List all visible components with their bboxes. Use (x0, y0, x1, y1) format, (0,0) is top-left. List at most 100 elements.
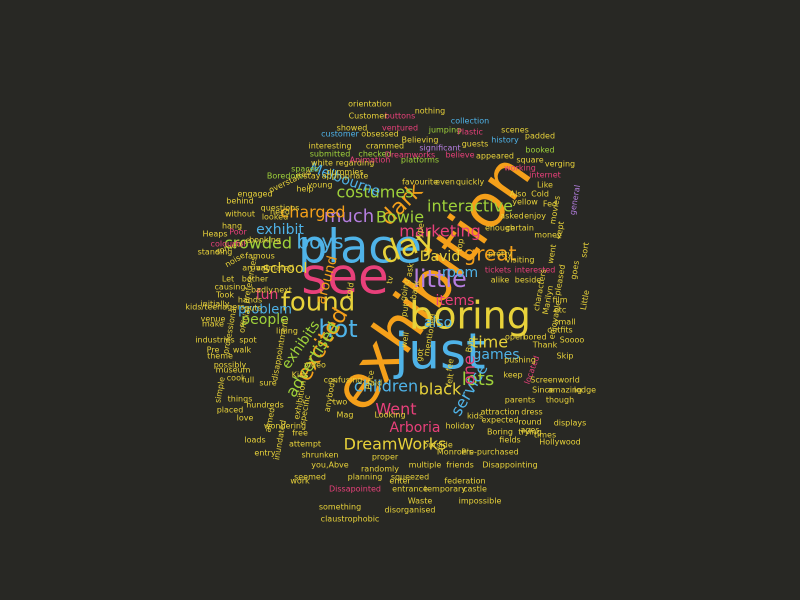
word-badly: badly (251, 286, 273, 295)
word-attempt: attempt (289, 440, 321, 449)
word-felt: felt (444, 373, 455, 387)
word-attraction: attraction (480, 408, 519, 417)
word-hundreds: hundreds (246, 401, 284, 410)
word-monroe-s: Monroe's (437, 448, 473, 457)
word-impossible: impossible (459, 497, 502, 506)
word-alike: alike (491, 276, 510, 285)
word-problem: problem (238, 303, 292, 318)
word-next: next (274, 286, 292, 295)
word-though: though (546, 396, 574, 405)
word-entry: entry (254, 449, 275, 458)
word-believing: Believing (402, 136, 439, 145)
word-walk: walk (233, 346, 252, 355)
word-appeared: appeared (476, 152, 514, 161)
word-just: just (393, 323, 485, 381)
word-mag: Mag (337, 411, 354, 420)
word-let: Let (222, 275, 234, 284)
word-enjoy: enjoy (524, 212, 546, 221)
word-booked: booked (525, 146, 554, 155)
word-lots: lots (462, 369, 494, 390)
word-pushing: pushing (504, 356, 536, 365)
word-aimed: aimed (263, 407, 276, 433)
word-fields: fields (499, 436, 520, 445)
word-planning: planning (348, 473, 383, 482)
word-see: see (301, 248, 389, 306)
word-since: Since (532, 386, 554, 395)
word-randomly: randomly (361, 465, 399, 474)
word-also: also (424, 315, 452, 331)
word-thank: Thank (532, 341, 558, 350)
word-theme: theme (207, 352, 233, 361)
word-entrance: entrance (392, 485, 428, 494)
word-two: two (333, 398, 348, 407)
word-film: film (552, 296, 567, 305)
word-bother: bother (242, 275, 269, 284)
word-pre: Pre (207, 346, 220, 355)
word-nothing: nothing (415, 107, 446, 116)
word-venue: venue (201, 315, 226, 324)
word-showed: showed (337, 124, 368, 133)
word-museum: museum (216, 366, 251, 375)
word-fee: fee (444, 358, 455, 372)
word-outfits: outfits (547, 326, 572, 335)
word-little: little (413, 265, 467, 293)
word-crammed: crammed (366, 142, 404, 151)
word-exhibit: exhibit (256, 222, 304, 238)
word-found: found (281, 288, 356, 318)
word-going: going (399, 278, 412, 302)
word-square: square (516, 156, 543, 165)
word-disappointing: Disappointing (482, 461, 537, 470)
word-work: work (290, 477, 310, 486)
word-love: love (237, 414, 254, 423)
word-internet: internet (529, 171, 561, 180)
word-dreamworks: DreamWorks (344, 435, 447, 454)
word-layer: exhibitionplaceseejustdayboringfoundhote… (185, 100, 596, 524)
word-confusing: confusing (324, 376, 363, 385)
word-famous: famous (245, 252, 275, 261)
word-cool: cool (227, 374, 243, 383)
word-colourful: colourful (211, 240, 246, 249)
word-went: Went (375, 400, 416, 419)
word-standing: standing (198, 248, 233, 257)
word-industries: industries (195, 336, 234, 345)
word-castle: castle (463, 485, 487, 494)
word-plastic: Plastic (457, 128, 483, 137)
word-well: well (399, 331, 411, 348)
word-one: one (460, 355, 479, 385)
word-loads: loads (244, 436, 265, 445)
word-something: something (319, 503, 361, 512)
word-federation: federation (444, 477, 485, 486)
word-certain: certain (506, 224, 534, 233)
word-causing: causing (215, 283, 246, 292)
word-tickets: tickets (485, 266, 511, 275)
word-got: got (414, 348, 425, 362)
word-david: David (420, 249, 460, 265)
word-sure: sure (259, 379, 276, 388)
word-marketing: marketing (399, 222, 481, 241)
word-booking: booking (249, 236, 281, 245)
word-animated: animated (256, 264, 294, 273)
word-friends: friends (446, 461, 474, 470)
word-visiting: visiting (506, 256, 535, 265)
word-possibly: possibly (214, 361, 247, 370)
word-wondering: wondering (264, 422, 306, 431)
word-multiple: multiple (409, 461, 442, 470)
word-hollywood: Hollywood (539, 438, 581, 447)
word-disorganised: disorganised (385, 506, 436, 515)
word-proper: proper (372, 453, 399, 462)
word-top: top (454, 238, 465, 252)
word-dreamworks: Dreamworks (385, 151, 435, 160)
word-engaged: engaged (237, 190, 272, 199)
word-ask: ask (404, 262, 415, 277)
word-type: type (414, 222, 426, 241)
word-guts: guts (244, 304, 261, 313)
word-keep: keep (503, 371, 522, 380)
word-white: white (311, 159, 333, 168)
word-dress: dress (521, 408, 542, 417)
word-without: without (225, 210, 255, 219)
word-enough: enough (485, 224, 515, 233)
word-animation: Animation (350, 156, 391, 165)
word-interested: interested (515, 266, 556, 275)
word-boring: boring (409, 294, 531, 338)
word-dissapointed: Dissapointed (329, 485, 381, 494)
